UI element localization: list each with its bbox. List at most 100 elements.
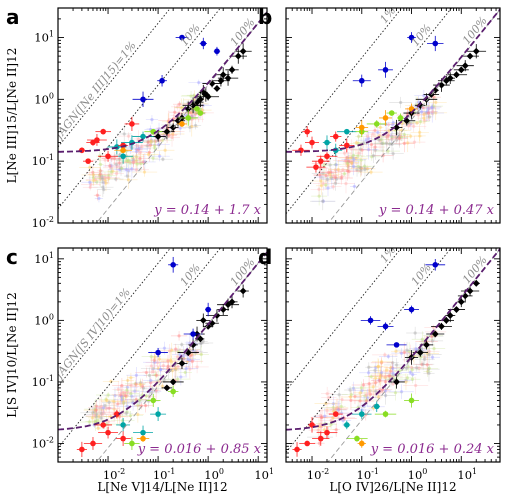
- background-point: [404, 378, 408, 382]
- background-point: [133, 389, 137, 393]
- reference-line: [327, 248, 500, 462]
- background-point: [120, 396, 125, 400]
- data-point: [472, 279, 480, 287]
- background-point: [177, 102, 181, 106]
- background-point: [350, 160, 354, 164]
- background-point: [335, 406, 339, 410]
- background-point: [393, 391, 398, 395]
- reference-label-1pct: 1%: [377, 243, 398, 265]
- background-point: [326, 186, 330, 190]
- background-point: [127, 169, 131, 173]
- background-point: [427, 371, 431, 375]
- background-point: [422, 355, 427, 359]
- background-point: [178, 352, 182, 356]
- background-point: [373, 376, 378, 380]
- background-point: [153, 373, 158, 377]
- background-point: [402, 141, 406, 146]
- background-point: [149, 140, 153, 144]
- background-point: [398, 134, 402, 138]
- background-point: [109, 166, 113, 170]
- data-point: [213, 312, 221, 319]
- background-point: [141, 386, 146, 390]
- background-point: [342, 151, 347, 155]
- background-point: [182, 354, 186, 358]
- background-point: [363, 167, 367, 171]
- data-point: [140, 435, 146, 442]
- background-point: [126, 178, 131, 182]
- tick-label: 10-1: [153, 467, 175, 482]
- background-point: [404, 380, 408, 384]
- data-point: [169, 378, 177, 386]
- data-point: [224, 301, 232, 309]
- background-point: [397, 136, 401, 140]
- background-point: [344, 159, 348, 163]
- background-point: [331, 402, 335, 406]
- background-point: [110, 156, 114, 160]
- background-point: [146, 140, 150, 144]
- background-point: [430, 111, 434, 115]
- data-point: [358, 124, 365, 131]
- data-point: [423, 341, 430, 349]
- background-point: [418, 130, 422, 134]
- background-point: [109, 170, 113, 174]
- data-point: [304, 128, 310, 135]
- background-point: [365, 396, 370, 400]
- background-point: [354, 157, 358, 161]
- data-point: [185, 115, 192, 121]
- background-point: [417, 366, 421, 370]
- background-point: [380, 388, 385, 392]
- series-0: [150, 43, 252, 142]
- background-point: [408, 122, 412, 127]
- background-point: [175, 105, 179, 109]
- background-point: [173, 110, 177, 114]
- background-point: [98, 169, 103, 173]
- data-point: [193, 98, 201, 106]
- background-point: [102, 181, 106, 185]
- background-point: [197, 80, 201, 85]
- background-point: [149, 139, 153, 143]
- background-point: [158, 368, 163, 372]
- background-point: [350, 155, 354, 160]
- data-point: [309, 139, 315, 146]
- data-point: [373, 403, 380, 410]
- background-point: [321, 199, 325, 203]
- reference-label-100pct: 100%: [460, 254, 490, 287]
- background-point: [397, 136, 401, 140]
- background-point: [370, 155, 374, 159]
- background-point: [125, 410, 129, 414]
- background-point: [374, 365, 378, 370]
- background-point: [329, 175, 333, 179]
- background-point: [98, 405, 102, 410]
- background-point: [126, 134, 131, 138]
- background-point: [149, 364, 153, 368]
- background-point: [390, 366, 394, 370]
- background-point: [317, 194, 321, 198]
- background-point: [123, 394, 127, 398]
- background-point: [91, 411, 95, 415]
- background-point: [101, 185, 105, 189]
- data-point: [90, 139, 96, 146]
- background-point: [373, 128, 377, 133]
- background-point: [367, 371, 371, 375]
- background-point: [334, 177, 338, 181]
- background-point: [192, 93, 196, 98]
- background-point: [101, 406, 106, 410]
- background-point: [413, 331, 417, 335]
- background-point: [391, 374, 395, 378]
- panel-c: fAGN([S IV]10)=1%10% 100%10-210-110010110…: [5, 245, 274, 494]
- panel-letter: d: [258, 245, 272, 269]
- background-point: [386, 133, 390, 137]
- background-point: [333, 175, 337, 179]
- background-point: [337, 407, 341, 411]
- background-point: [329, 170, 333, 174]
- background-point: [98, 174, 102, 178]
- background-point: [94, 412, 98, 416]
- background-point: [177, 334, 181, 338]
- data-point: [304, 440, 310, 447]
- data-point: [313, 164, 319, 170]
- background-point: [149, 381, 153, 385]
- background-point: [357, 134, 361, 138]
- background-point: [120, 166, 124, 171]
- background-point: [129, 392, 133, 396]
- reference-line: [286, 8, 403, 153]
